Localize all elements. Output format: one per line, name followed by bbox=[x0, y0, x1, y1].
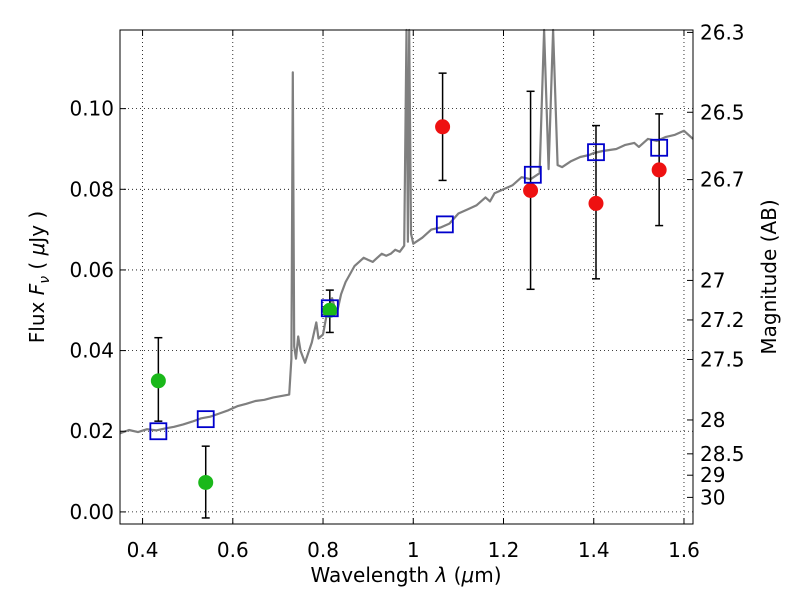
model-spectrum-line bbox=[119, 28, 694, 435]
mag-tick-label: 30 bbox=[700, 485, 725, 509]
mag-tick-label: 27 bbox=[700, 268, 725, 292]
square-blue-marker bbox=[149, 422, 168, 441]
x-tick-label: 1 bbox=[407, 538, 420, 562]
x-tick-label: 1.2 bbox=[488, 538, 520, 562]
x-tick-label: 0.6 bbox=[217, 538, 249, 562]
y-axis-label: Flux Fν ( μJy ) bbox=[25, 211, 53, 343]
square-blue-marker bbox=[587, 143, 605, 162]
mag-tick-label: 27.5 bbox=[700, 347, 745, 371]
circle-red-marker bbox=[651, 162, 667, 178]
y-tick-label: 0.02 bbox=[69, 419, 114, 443]
y-tick-label: 0.08 bbox=[69, 177, 114, 201]
y-tick-label: 0.04 bbox=[69, 339, 114, 363]
circle-green-marker bbox=[150, 373, 166, 389]
square-blue-marker bbox=[435, 215, 454, 234]
mag-tick-label: 27.2 bbox=[700, 308, 745, 332]
circle-green-marker bbox=[198, 474, 214, 490]
plot-frame bbox=[119, 29, 694, 525]
y-axis-right-label: Magnitude (AB) bbox=[757, 199, 781, 354]
x-tick-label: 0.8 bbox=[307, 538, 339, 562]
mag-tick-label: 29 bbox=[700, 463, 725, 487]
square-blue-marker bbox=[196, 410, 215, 429]
circle-red-marker bbox=[588, 195, 604, 211]
x-tick-label: 1.4 bbox=[578, 538, 610, 562]
x-tick-label: 0.4 bbox=[127, 538, 159, 562]
mag-tick-label: 26.7 bbox=[700, 168, 745, 192]
square-blue-marker bbox=[650, 138, 669, 157]
x-axis-label: Wavelength λ (μm) bbox=[310, 563, 501, 587]
axes: 0.4 0.6 0.8 1 1.2 1.4 1.6 0.00 0.02 0.04 0.06 0.08 0… bbox=[69, 20, 744, 562]
mag-tick-label: 26.5 bbox=[700, 100, 745, 124]
square-blue-marker bbox=[320, 299, 339, 318]
circle-red-marker bbox=[523, 182, 539, 198]
square-blue-marker bbox=[523, 165, 542, 184]
circle-green-marker bbox=[322, 302, 338, 318]
x-tick-label: 1.6 bbox=[668, 538, 700, 562]
y-tick-label: 0.06 bbox=[69, 258, 114, 282]
mag-tick-label: 28.5 bbox=[700, 442, 745, 466]
data-markers bbox=[149, 119, 669, 490]
model-spectrum bbox=[119, 28, 694, 435]
y-tick-label: 0.00 bbox=[69, 500, 114, 524]
y-tick-label: 0.10 bbox=[69, 97, 114, 121]
mag-tick-label: 26.3 bbox=[700, 20, 745, 44]
mag-tick-label: 28 bbox=[700, 408, 725, 432]
circle-red-marker bbox=[435, 119, 451, 135]
